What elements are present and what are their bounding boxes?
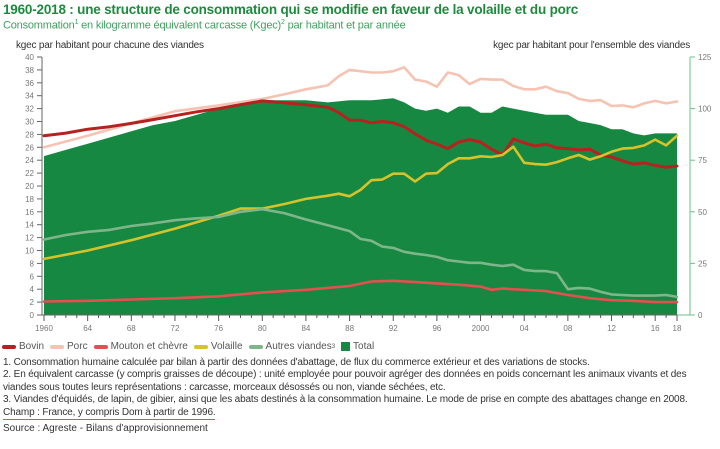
legend-label: Volaille: [210, 341, 243, 352]
left-axis-title: kgec par habitant pour chacune des viand…: [16, 40, 204, 51]
legend-swatch: [93, 344, 108, 349]
left-tick-label: 6: [30, 272, 35, 281]
footnote-ref-2: 2: [281, 19, 285, 26]
legend-item-porc: Porc: [50, 341, 88, 352]
left-tick-label: 2: [30, 298, 35, 307]
legend-label: Total: [353, 341, 375, 352]
legend: Bovin Porc Mouton et chèvre Volaille Aut…: [2, 341, 380, 352]
left-tick-label: 18: [25, 195, 34, 204]
x-tick-label: 92: [389, 324, 398, 333]
legend-swatch: [341, 342, 351, 351]
series-line-bovin: [42, 99, 679, 169]
x-tick-label: 96: [432, 324, 441, 333]
footnote-1: 1. Consommation humaine calculée par bil…: [3, 357, 590, 368]
legend-swatch: [248, 344, 263, 349]
left-tick-label: 14: [25, 221, 34, 230]
left-tick-label: 12: [25, 234, 34, 243]
right-tick-label: 125: [698, 53, 712, 62]
x-tick-label: 68: [127, 324, 136, 333]
left-tick-label: 26: [25, 143, 34, 152]
legend-item-autres: Autres viandes 3: [248, 341, 336, 352]
left-tick-label: 40: [25, 53, 34, 62]
legend-label: Porc: [67, 341, 88, 352]
x-tick-label: 2000: [472, 324, 490, 333]
x-tick-label: 84: [301, 324, 310, 333]
legend-swatch: [2, 344, 16, 349]
left-tick-label: 16: [25, 208, 34, 217]
left-tick-label: 36: [25, 79, 34, 88]
legend-label: Mouton et chèvre: [110, 341, 188, 352]
series-lines-layer: [42, 66, 679, 304]
right-tick-label: 50: [698, 208, 707, 217]
footnote-ref-3: 3: [331, 343, 336, 350]
left-tick-label: 24: [25, 156, 34, 165]
footnote-2: 2. En équivalent carcasse (y compris gra…: [3, 369, 687, 393]
x-tick-label: 88: [345, 324, 354, 333]
x-tick-label: 18: [673, 324, 682, 333]
footnotes: 1. Consommation humaine calculée par bil…: [3, 357, 718, 421]
left-tick-label: 30: [25, 118, 34, 127]
subtitle-text-1: Consommation: [3, 19, 75, 32]
left-tick-label: 20: [25, 182, 34, 191]
right-axis-title: kgec par habitant pour l'ensemble des vi…: [493, 40, 690, 51]
left-tick-label: 22: [25, 169, 34, 178]
right-tick-label: 25: [698, 259, 707, 268]
x-tick-label: 08: [563, 324, 572, 333]
series-line-autres-viandes: [42, 207, 679, 299]
legend-item-volaille: Volaille: [193, 341, 243, 352]
x-tick-label: 12: [607, 324, 616, 333]
legend-label: Bovin: [19, 341, 45, 352]
x-tick-label: 16: [651, 324, 660, 333]
series-line-volaille: [42, 134, 679, 261]
scope-note: Champ : France, y compris Dom à partir d…: [3, 407, 216, 421]
footnote-ref-1: 1: [74, 19, 79, 26]
x-tick-label: 64: [83, 324, 92, 333]
legend-swatch: [50, 344, 65, 349]
series-line-mouton-et-chevre: [42, 279, 679, 304]
left-tick-label: 28: [25, 130, 34, 139]
left-tick-label: 0: [30, 311, 35, 320]
left-tick-label: 34: [25, 92, 34, 101]
right-tick-label: 75: [698, 156, 707, 165]
left-tick-label: 4: [30, 285, 35, 294]
series-line-porc: [42, 66, 679, 149]
footnote-3: 3. Viandes d'équidés, de lapin, de gibie…: [3, 394, 688, 406]
legend-item-mouton: Mouton et chèvre: [93, 341, 188, 352]
subtitle-text-2: en kilogramme équivalent carcasse (Kgec): [78, 19, 282, 32]
x-tick-label: 76: [214, 324, 223, 333]
chart-title: 1960-2018 : une structure de consommatio…: [3, 2, 579, 17]
x-tick-label: 1960: [35, 324, 53, 333]
x-tick-label: 72: [171, 324, 180, 333]
left-tick-label: 38: [25, 66, 34, 75]
legend-label: Autres viandes: [265, 341, 332, 352]
legend-item-total: Total: [341, 341, 374, 352]
left-tick-label: 10: [25, 247, 34, 256]
chart-subtitle: Consommation1 en kilogramme équivalent c…: [3, 19, 406, 32]
left-tick-label: 8: [30, 259, 35, 268]
legend-item-bovin: Bovin: [2, 341, 44, 352]
right-tick-label: 100: [698, 105, 712, 114]
x-tick-label: 04: [520, 324, 529, 333]
left-tick-label: 32: [25, 105, 34, 114]
legend-swatch: [193, 344, 208, 349]
axes-layer: 0246810121416182022242628303234363840025…: [25, 53, 712, 333]
source-note: Source : Agreste - Bilans d'approvisionn…: [3, 423, 208, 434]
subtitle-text-3: par habitant et par année: [284, 19, 406, 32]
right-tick-label: 0: [698, 311, 703, 320]
line-chart: 0246810121416182022242628303234363840025…: [25, 53, 712, 333]
x-tick-label: 80: [258, 324, 267, 333]
